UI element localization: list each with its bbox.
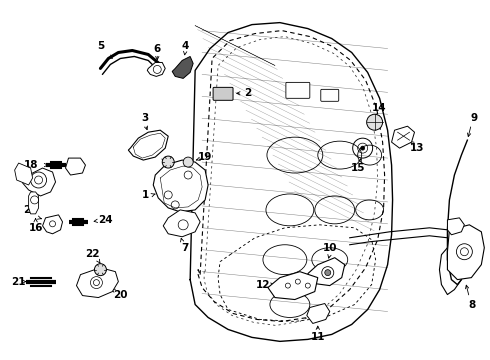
Circle shape	[361, 146, 365, 150]
Circle shape	[367, 114, 383, 130]
Circle shape	[183, 157, 193, 167]
Circle shape	[95, 264, 106, 276]
FancyBboxPatch shape	[213, 87, 233, 100]
Text: 9: 9	[471, 113, 478, 123]
Text: 13: 13	[410, 143, 425, 153]
Polygon shape	[447, 225, 484, 280]
Text: 6: 6	[154, 44, 161, 54]
Text: 20: 20	[113, 289, 127, 300]
Text: 23: 23	[24, 205, 38, 215]
Polygon shape	[147, 62, 165, 76]
Polygon shape	[392, 126, 415, 148]
Polygon shape	[268, 272, 318, 300]
Text: 2: 2	[245, 88, 252, 98]
Text: 3: 3	[142, 113, 149, 123]
Circle shape	[162, 156, 174, 168]
Text: 5: 5	[97, 41, 104, 50]
Polygon shape	[447, 218, 465, 235]
Polygon shape	[43, 215, 63, 234]
Text: 17: 17	[148, 147, 163, 157]
Text: 16: 16	[28, 223, 43, 233]
Polygon shape	[128, 130, 168, 160]
Text: 15: 15	[350, 163, 365, 173]
Text: 8: 8	[469, 300, 476, 310]
Polygon shape	[66, 158, 85, 175]
Text: 18: 18	[24, 160, 38, 170]
Polygon shape	[15, 163, 33, 185]
Polygon shape	[308, 258, 345, 285]
FancyBboxPatch shape	[286, 82, 310, 98]
Text: 11: 11	[311, 332, 325, 342]
Text: 21: 21	[11, 276, 26, 287]
Polygon shape	[76, 268, 119, 298]
Polygon shape	[307, 303, 330, 323]
Polygon shape	[153, 160, 208, 212]
FancyBboxPatch shape	[321, 89, 339, 101]
Text: 7: 7	[181, 243, 189, 253]
Text: 4: 4	[181, 41, 189, 50]
Text: 24: 24	[98, 215, 113, 225]
Text: 22: 22	[85, 249, 99, 259]
Polygon shape	[21, 168, 55, 196]
Circle shape	[325, 270, 331, 276]
Polygon shape	[172, 57, 193, 78]
Text: 10: 10	[322, 243, 337, 253]
Text: 1: 1	[142, 190, 149, 200]
Text: 14: 14	[372, 103, 387, 113]
Polygon shape	[28, 192, 39, 214]
Polygon shape	[163, 210, 200, 237]
Text: 19: 19	[198, 152, 212, 162]
Text: 12: 12	[256, 280, 270, 289]
